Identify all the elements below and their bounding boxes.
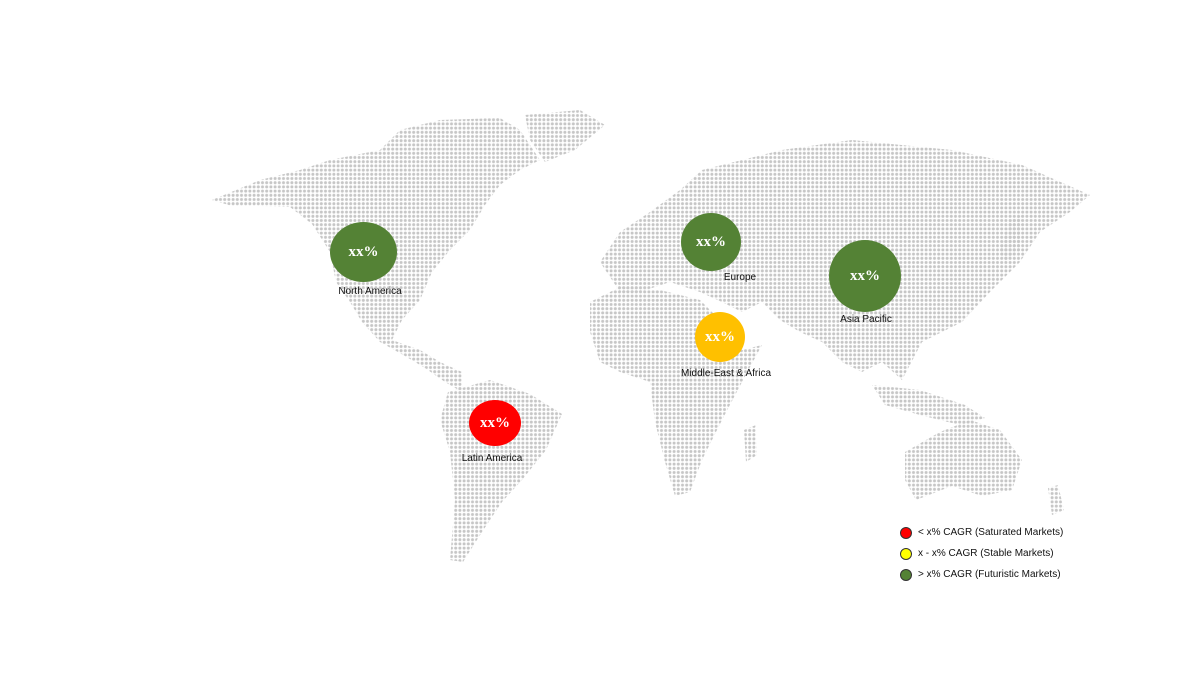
legend-swatch (900, 526, 912, 539)
legend-swatch (900, 568, 912, 581)
label-asia-pacific: Asia Pacific (840, 314, 892, 325)
value-label: xx% (480, 414, 510, 431)
bubble-asia-pacific: xx% (829, 240, 901, 312)
value-label: xx% (696, 233, 726, 250)
madagascar-land (744, 425, 757, 462)
legend-label: < x% CAGR (Saturated Markets) (918, 527, 1064, 538)
bubble-latin-america: xx% (469, 400, 521, 446)
label-latin-america: Latin America (461, 453, 523, 464)
label-north-america: North America (338, 286, 402, 297)
bubble-middle-east-africa: xx% (695, 312, 745, 362)
label-europe: Europe (723, 272, 757, 283)
new-zealand-land (1048, 485, 1064, 515)
legend: < x% CAGR (Saturated Markets) x - x% CAG… (900, 522, 1063, 585)
japan-land (1000, 215, 1022, 262)
legend-item-saturated: < x% CAGR (Saturated Markets) (900, 522, 1063, 543)
greenland-land (525, 110, 605, 162)
bubble-europe: xx% (681, 213, 741, 271)
label-middle-east-africa: Middle-East & Africa (680, 368, 772, 379)
value-label: xx% (850, 267, 880, 284)
southeast-asia-islands-land (872, 385, 985, 425)
legend-swatch (900, 547, 912, 560)
value-label: xx% (348, 243, 379, 260)
australia-land (905, 420, 1022, 500)
legend-item-stable: x - x% CAGR (Stable Markets) (900, 543, 1063, 564)
legend-item-futuristic: > x% CAGR (Futuristic Markets) (900, 564, 1063, 585)
legend-label: x - x% CAGR (Stable Markets) (918, 548, 1054, 559)
value-label: xx% (705, 328, 735, 345)
bubble-north-america: xx% (330, 222, 397, 282)
legend-label: > x% CAGR (Futuristic Markets) (918, 569, 1061, 580)
